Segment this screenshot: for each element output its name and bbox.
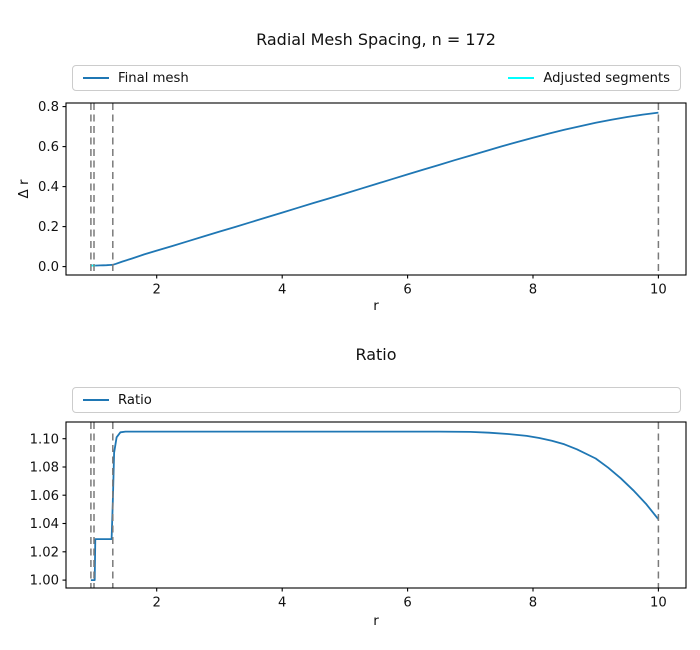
x-tick-label: 10 [650,596,667,611]
series-ratio [90,430,660,581]
y-tick-label: 0.8 [38,100,59,115]
x-tick-label: 4 [278,283,286,298]
legend-item-adjusted-segments: Adjusted segments [508,71,670,86]
y-tick-label: 1.02 [30,545,59,560]
legend-label-adjusted-segments: Adjusted segments [543,70,670,86]
axes-frame [65,421,687,589]
legend-bottom: Ratio [72,387,681,413]
y-tick-label: 0.6 [38,140,59,155]
x-tick-label: 8 [529,596,537,611]
axes-frame [65,102,687,276]
y-tick-label: 0.2 [38,220,59,235]
y-tick-label: 0.0 [38,260,59,275]
legend-line-swatch-final-mesh [83,77,109,79]
legend-item-ratio: Ratio [83,393,152,408]
legend-label-final-mesh: Final mesh [118,70,189,86]
y-tick-label: 1.00 [30,574,59,589]
legend-label-ratio: Ratio [118,392,152,408]
legend-top: Final mesh Adjusted segments [72,65,681,91]
y-axis-label-top: Δ r [16,179,32,199]
y-tick-label: 0.4 [38,180,59,195]
x-axis-label-bottom: r [373,613,379,629]
x-tick-label: 2 [153,283,161,298]
y-tick-label: 1.06 [30,489,59,504]
x-axis-label-top: r [373,298,379,314]
legend-item-final-mesh: Final mesh [83,71,189,86]
y-tick-label: 1.04 [30,517,59,532]
x-tick-label: 10 [650,283,667,298]
legend-line-swatch-adjusted-segments [508,77,535,79]
x-tick-label: 2 [153,596,161,611]
x-tick-label: 4 [278,596,286,611]
series-final-mesh [90,111,659,267]
chart-title-bottom: Ratio [355,345,397,364]
y-tick-label: 1.10 [30,432,59,447]
x-tick-label: 6 [403,283,411,298]
x-tick-label: 8 [529,283,537,298]
y-tick-label: 1.08 [30,461,59,476]
x-tick-label: 6 [403,596,411,611]
legend-line-swatch-ratio [83,399,109,401]
chart-title-top: Radial Mesh Spacing, n = 172 [256,30,496,49]
